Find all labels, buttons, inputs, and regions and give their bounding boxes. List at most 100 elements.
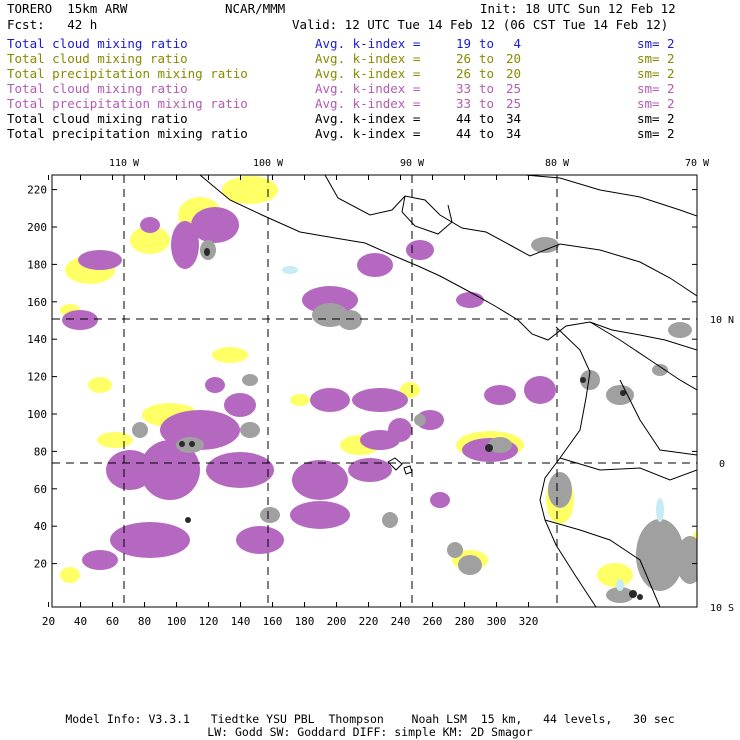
legend-avg: Avg. k-index = (315, 126, 421, 141)
legend-to-word: to (479, 126, 495, 141)
legend-avg: Avg. k-index = (315, 111, 421, 126)
legend-sm-val: 2 (667, 81, 675, 96)
legend-field: Total cloud mixing ratio (7, 81, 188, 96)
x-tick-label: 120 (199, 615, 219, 628)
magenta-contour (140, 440, 200, 500)
country-border-2 (544, 519, 661, 607)
magenta-contour (140, 217, 160, 233)
water-body (656, 498, 664, 522)
legend-sm-val: 2 (667, 66, 675, 81)
x-tick-label: 260 (423, 615, 443, 628)
longitude-labels: 110 W 100 W 90 W 80 W 70 W (109, 158, 710, 169)
mexico-coast (199, 175, 697, 351)
legend-sm: sm= (637, 81, 660, 96)
legend-sm-val: 2 (667, 96, 675, 111)
water-features (282, 266, 664, 591)
y-tick-label: 80 (34, 445, 47, 458)
x-tick-label: 200 (327, 615, 347, 628)
magenta-contour (205, 377, 225, 393)
yellow-contour (88, 377, 112, 393)
legend-sm: sm= (637, 51, 660, 66)
gray-contour (606, 587, 634, 603)
y-axis: 20 40 60 80 100 120 140 160 180 200 220 (27, 184, 697, 571)
legend-row: Total cloud mixing ratio Avg. k-index = 44… (7, 111, 707, 126)
legend-sm: sm= (637, 96, 660, 111)
y-tick-label: 140 (27, 333, 47, 346)
legend-row: Total precipitation mixing ratio Avg. k-i… (7, 126, 707, 141)
dark-core (485, 444, 493, 452)
latitude-label: 0 (719, 459, 725, 470)
forecast-hour: Fcst: 42 h (7, 17, 98, 32)
legend-to: 4 (513, 36, 521, 51)
gray-contour (240, 422, 260, 438)
y-tick-label: 220 (27, 184, 47, 197)
legend-field: Total cloud mixing ratio (7, 36, 188, 51)
legend-row: Total cloud mixing ratio Avg. k-index = 33… (7, 81, 707, 96)
magenta-contour (456, 292, 484, 308)
legend-row: Total cloud mixing ratio Avg. k-index = 19… (7, 36, 707, 51)
gray-contour (548, 472, 572, 508)
magenta-contour (292, 460, 348, 500)
latlon-grid (52, 175, 697, 607)
legend-avg: Avg. k-index = (315, 81, 421, 96)
legend-to-word: to (479, 66, 495, 81)
magenta-contour (171, 221, 199, 269)
legend-to-word: to (479, 51, 495, 66)
magenta-contour (310, 388, 350, 412)
yellow-contour (222, 176, 278, 204)
legend-field: Total precipitation mixing ratio (7, 66, 248, 81)
x-tick-label: 20 (42, 615, 55, 628)
x-tick-label: 180 (295, 615, 315, 628)
gray-contour (132, 422, 148, 438)
longitude-label: 90 W (400, 158, 425, 169)
model-title: TORERO 15km ARW (7, 1, 128, 16)
legend-from: 33 (455, 96, 471, 111)
gray-contour (382, 512, 398, 528)
x-tick-label: 320 (519, 615, 539, 628)
model-physics: LW: Godd SW: Goddard DIFF: simple KM: 2D… (207, 725, 533, 739)
latitude-labels: 10 N 0 10 S (710, 315, 734, 614)
magenta-contour (110, 522, 190, 558)
init-time: Init: 18 UTC Sun 12 Feb 12 (480, 1, 676, 16)
yellow-contour (212, 347, 248, 363)
x-tick-label: 100 (167, 615, 187, 628)
latitude-label: 10 S (710, 603, 734, 614)
longitude-label: 70 W (685, 158, 710, 169)
dark-core (580, 377, 586, 383)
magenta-contour (206, 452, 274, 488)
x-tick-label: 40 (74, 615, 87, 628)
longitude-label: 100 W (253, 158, 284, 169)
gray-contour (636, 519, 684, 591)
water-body (616, 579, 624, 591)
legend-to: 34 (505, 126, 521, 141)
latitude-label: 10 N (710, 315, 734, 326)
legend-sm-val: 2 (667, 51, 675, 66)
source-label: NCAR/MMM (225, 1, 286, 16)
dark-core (629, 590, 637, 598)
legend-to-word: to (479, 81, 495, 96)
coastlines (199, 175, 697, 607)
legend-avg: Avg. k-index = (315, 51, 421, 66)
longitude-label: 110 W (109, 158, 140, 169)
longitude-label: 80 W (545, 158, 570, 169)
yellow-contour (290, 394, 310, 406)
yucatan (401, 195, 453, 235)
legend-sm-val: 2 (667, 126, 675, 141)
country-border-1 (559, 457, 697, 481)
magenta-contour (484, 385, 516, 405)
x-tick-label: 220 (359, 615, 379, 628)
dark-core (637, 594, 643, 600)
x-axis: 20 40 60 80 100 120 140 160 180 200 220 240 260 280 30… (42, 175, 539, 628)
gray-contour (260, 507, 280, 523)
x-tick-label: 240 (391, 615, 411, 628)
dark-core (204, 248, 210, 256)
x-tick-label: 60 (106, 615, 119, 628)
legend-field: Total cloud mixing ratio (7, 111, 188, 126)
magenta-contour (224, 393, 256, 417)
south-america-north (589, 321, 697, 391)
magenta-contour (62, 310, 98, 330)
magenta-contour (348, 458, 392, 482)
x-tick-label: 280 (455, 615, 475, 628)
legend-row: Total cloud mixing ratio Avg. k-index = 26… (7, 51, 707, 66)
